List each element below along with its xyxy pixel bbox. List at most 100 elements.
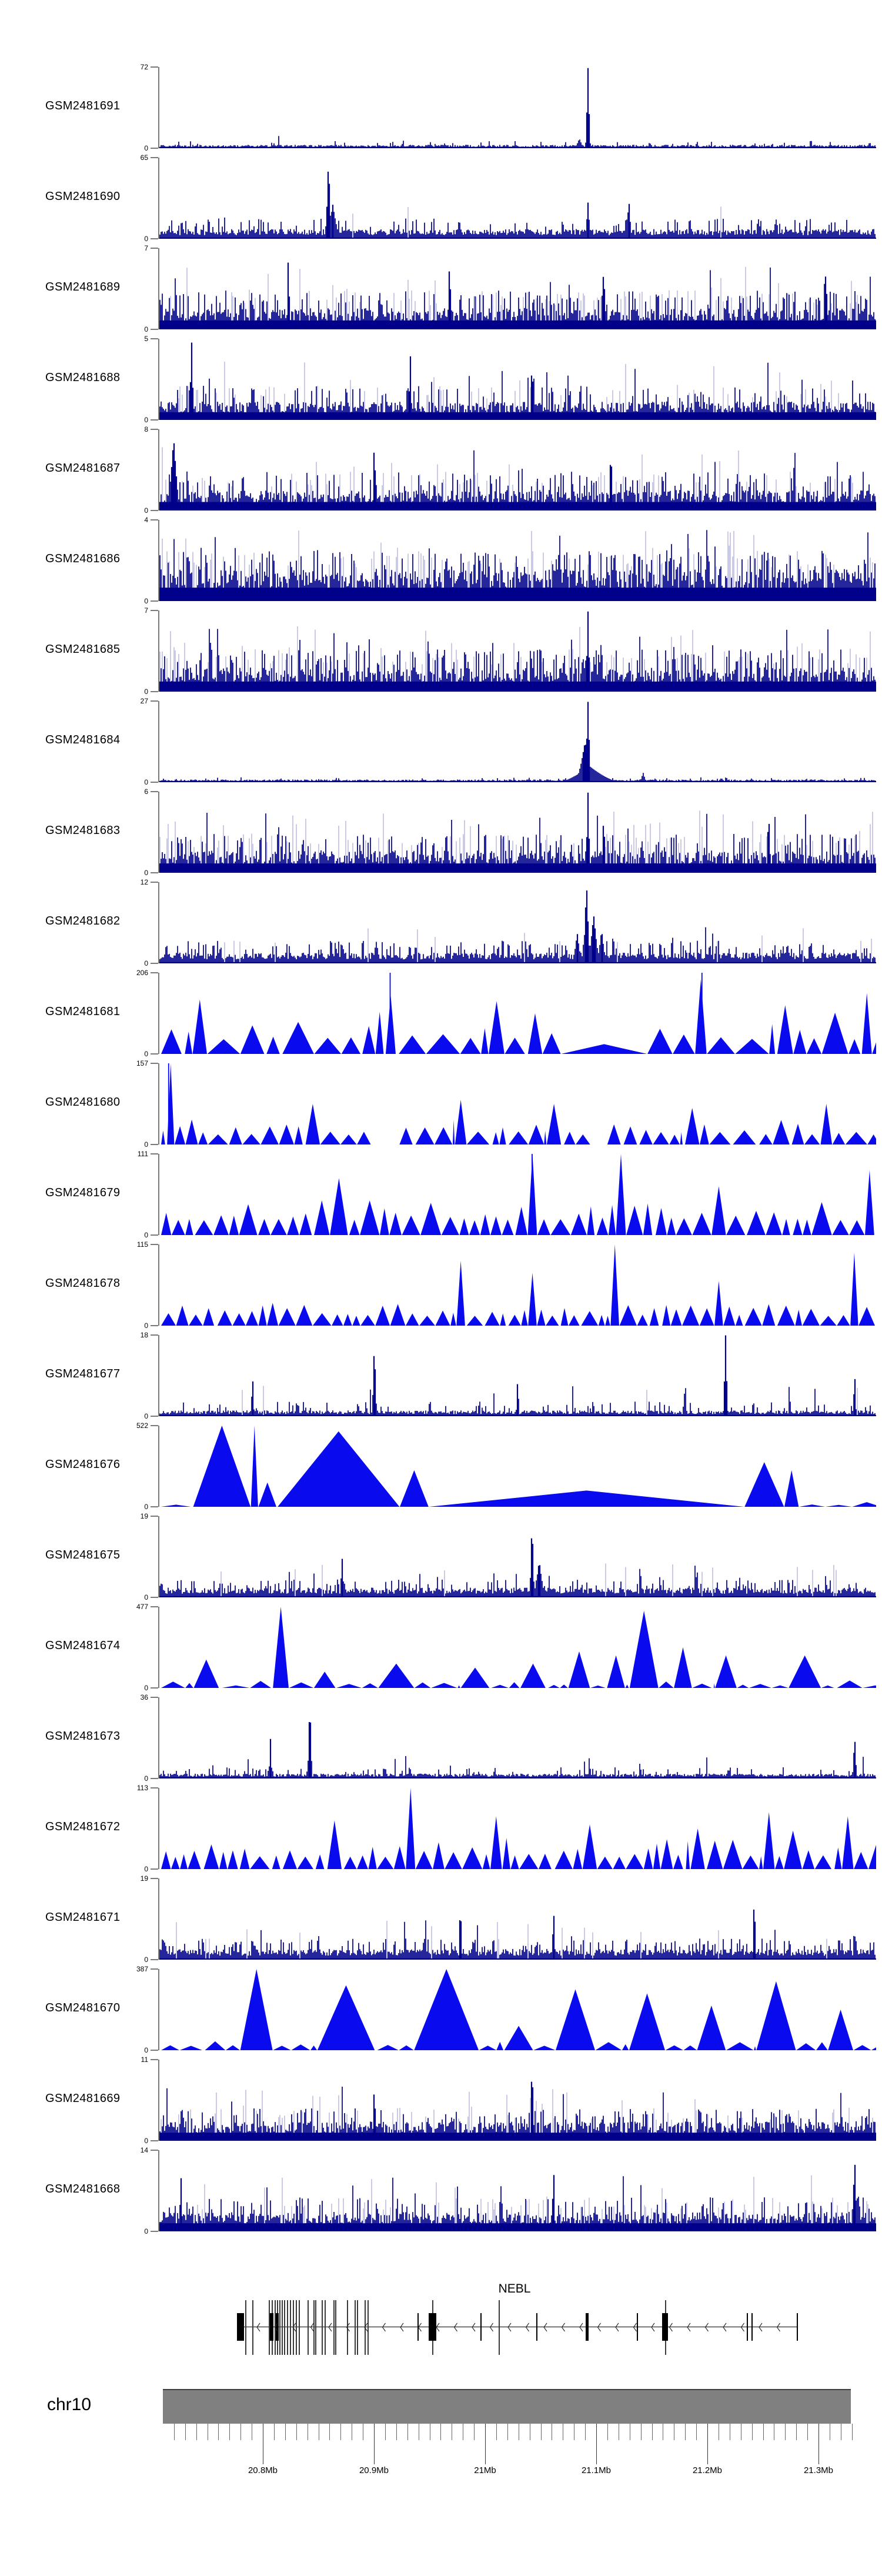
ruler-major-tick xyxy=(374,2424,375,2464)
track-row: GSM2481691 72 0 xyxy=(0,63,882,158)
gene-exon-tick-tall xyxy=(296,2300,297,2355)
track-axis-line xyxy=(158,1335,159,1416)
signal-bars-light xyxy=(159,810,873,873)
ruler-minor-tick xyxy=(273,2424,275,2440)
track-ymin-label: 0 xyxy=(144,144,148,152)
gene-exon-tick-tall xyxy=(287,2300,288,2355)
ruler-minor-tick xyxy=(851,2424,853,2440)
track-row: GSM2481682 12 0 xyxy=(0,878,882,973)
track-label: GSM2481687 xyxy=(45,462,121,475)
signal-peak-triangles xyxy=(161,1154,874,1235)
track-ymin-label: 0 xyxy=(144,1050,148,1058)
signal-peak-triangles xyxy=(161,1426,876,1507)
track-ymax-label: 14 xyxy=(140,2146,148,2154)
track-signal-plot xyxy=(161,1063,876,1144)
ruler-minor-tick xyxy=(196,2424,197,2440)
track-ymin-label: 0 xyxy=(144,506,148,515)
track-row: GSM2481686 4 0 xyxy=(0,516,882,610)
gene-exon-tick-tall xyxy=(284,2300,285,2355)
gene-exon-tick-tall xyxy=(282,2300,283,2355)
track-axis-top-tick xyxy=(151,519,158,520)
track-signal-plot xyxy=(159,702,876,782)
signal-peak-bars xyxy=(341,1538,541,1597)
track-axis-line xyxy=(158,2150,159,2231)
track-ymin-label: 0 xyxy=(144,416,148,424)
gene-exon-tick xyxy=(637,2313,639,2341)
track-ymin-label: 0 xyxy=(144,688,148,696)
track-row: GSM2481677 18 0 xyxy=(0,1331,882,1426)
gene-exon-tick-tall xyxy=(357,2300,358,2355)
track-signal-plot xyxy=(161,1244,875,1326)
signal-bars-light xyxy=(352,206,721,239)
track-signal-plot xyxy=(161,1426,876,1507)
signal-bars-dark xyxy=(159,2176,876,2231)
track-label: GSM2481688 xyxy=(45,371,121,384)
track-ymax-label: 5 xyxy=(144,335,148,343)
gene-exon-tick-tall xyxy=(333,2300,335,2355)
track-axis-line xyxy=(158,1969,159,2050)
track-ymax-label: 65 xyxy=(140,154,148,162)
track-axis-line xyxy=(158,610,159,692)
gene-exon-tick-tall xyxy=(347,2300,348,2355)
track-axis-top-tick xyxy=(151,338,158,339)
track-axis-bottom-tick xyxy=(151,419,158,421)
track-row: GSM2481685 7 0 xyxy=(0,606,882,701)
track-signal-plot xyxy=(159,171,876,239)
track-axis-bottom-tick xyxy=(151,1234,158,1236)
track-signal-plot xyxy=(161,1607,876,1688)
track-row: GSM2481684 27 0 xyxy=(0,697,882,792)
track-label: GSM2481682 xyxy=(45,915,121,927)
signal-peak-bars xyxy=(586,68,590,148)
ruler-minor-tick xyxy=(218,2424,219,2440)
track-signal-plot xyxy=(159,68,876,148)
track-ymax-label: 72 xyxy=(140,63,148,71)
gene-exon-tick-tall xyxy=(279,2300,280,2355)
track-axis-bottom-tick xyxy=(151,2140,158,2141)
signal-bars-dark xyxy=(159,1386,876,1416)
gene-exon-block xyxy=(586,2313,589,2341)
track-signal-plot xyxy=(161,1788,876,1869)
track-axis-top-tick xyxy=(151,1968,158,1970)
track-axis-bottom-tick xyxy=(151,1506,158,1507)
track-axis-line xyxy=(158,1244,159,1326)
ruler-tick-label: 20.8Mb xyxy=(248,2465,278,2475)
gene-exon-tick-tall xyxy=(322,2300,323,2355)
gene-exon-tick-tall xyxy=(308,2300,309,2355)
track-row: GSM2481674 477 0 xyxy=(0,1603,882,1697)
track-label: GSM2481686 xyxy=(45,552,121,565)
signal-peak-triangles xyxy=(161,1607,876,1688)
signal-bars-light xyxy=(162,530,873,601)
track-ymax-label: 19 xyxy=(140,1512,148,1520)
track-label: GSM2481691 xyxy=(45,99,121,112)
track-ymin-label: 0 xyxy=(144,2227,148,2235)
gene-exon-tick xyxy=(417,2313,419,2341)
signal-bars-light xyxy=(162,447,853,510)
track-row: GSM2481675 19 0 xyxy=(0,1512,882,1607)
track-label: GSM2481670 xyxy=(45,2001,121,2014)
track-ymin-label: 0 xyxy=(144,1774,148,1783)
signal-bars-dark xyxy=(159,927,876,963)
track-ymax-label: 477 xyxy=(136,1603,148,1611)
signal-bars-dark xyxy=(159,1753,876,1778)
track-ymax-label: 7 xyxy=(144,606,148,615)
signal-bars-light xyxy=(242,1386,858,1416)
signal-bars-dark xyxy=(159,212,876,239)
track-row: GSM2481672 113 0 xyxy=(0,1784,882,1878)
gene-exon-tick-tall xyxy=(313,2300,315,2355)
track-ymin-label: 0 xyxy=(144,235,148,243)
track-axis-bottom-tick xyxy=(151,691,158,692)
track-axis-line xyxy=(158,1516,159,1597)
strand-direction-chevrons xyxy=(256,2323,780,2332)
track-axis-top-tick xyxy=(151,1153,158,1154)
track-axis-line xyxy=(158,792,159,873)
track-ymax-label: 115 xyxy=(136,1240,148,1249)
track-label: GSM2481675 xyxy=(45,1549,121,1561)
track-ymin-label: 0 xyxy=(144,1140,148,1149)
track-axis-bottom-tick xyxy=(151,1053,158,1055)
signal-peak-bars xyxy=(269,1722,856,1778)
gene-exon-tick-tall xyxy=(290,2300,291,2355)
chromosome-ideogram-bar xyxy=(163,2389,851,2424)
ruler-minor-tick xyxy=(407,2424,408,2440)
track-signal-plot xyxy=(161,1969,876,2050)
